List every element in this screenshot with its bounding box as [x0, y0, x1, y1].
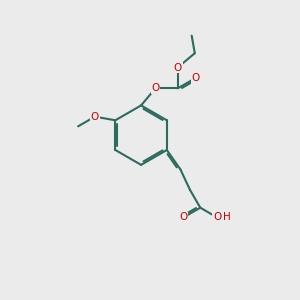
Text: O: O	[91, 112, 99, 122]
Text: H: H	[223, 212, 230, 222]
Text: O: O	[213, 212, 221, 222]
Text: O: O	[151, 83, 160, 93]
Text: O: O	[192, 73, 200, 83]
Text: O: O	[179, 212, 188, 222]
Text: O: O	[174, 62, 182, 73]
